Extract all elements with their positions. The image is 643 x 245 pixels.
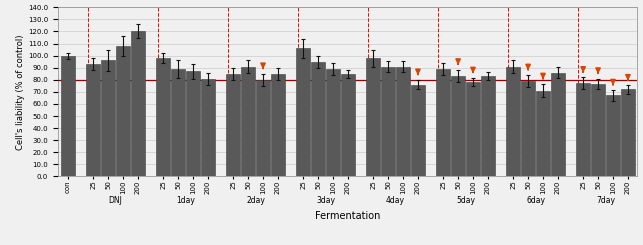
Bar xyxy=(341,74,355,176)
Bar xyxy=(116,46,131,176)
Bar xyxy=(606,96,620,176)
Bar xyxy=(481,76,495,176)
Bar xyxy=(506,67,520,176)
Bar xyxy=(101,61,115,176)
Text: 3day: 3day xyxy=(316,196,335,205)
Bar xyxy=(60,56,75,176)
Bar xyxy=(521,81,536,176)
Bar xyxy=(536,91,550,176)
Bar xyxy=(550,73,565,176)
Y-axis label: Cell's liability (% of control): Cell's liability (% of control) xyxy=(16,34,25,150)
Bar xyxy=(411,85,425,176)
Bar xyxy=(186,71,200,176)
Text: DNJ: DNJ xyxy=(109,196,123,205)
Bar xyxy=(311,62,325,176)
Bar xyxy=(381,67,395,176)
Bar xyxy=(226,74,240,176)
Text: 4day: 4day xyxy=(386,196,405,205)
Bar xyxy=(271,74,285,176)
Bar xyxy=(296,49,311,176)
Text: 2day: 2day xyxy=(246,196,265,205)
Bar xyxy=(366,58,381,176)
Bar xyxy=(86,64,100,176)
Bar xyxy=(241,67,255,176)
Bar xyxy=(466,82,480,176)
Bar xyxy=(591,84,605,176)
Text: 1day: 1day xyxy=(176,196,195,205)
Text: 7day: 7day xyxy=(596,196,615,205)
Bar xyxy=(256,80,270,176)
Text: 6day: 6day xyxy=(526,196,545,205)
Bar xyxy=(620,89,635,176)
X-axis label: Fermentation: Fermentation xyxy=(314,211,380,221)
Bar xyxy=(451,75,466,176)
Text: 5day: 5day xyxy=(456,196,475,205)
Bar xyxy=(576,83,590,176)
Bar xyxy=(436,69,450,176)
Bar xyxy=(326,69,340,176)
Bar xyxy=(396,67,410,176)
Bar xyxy=(171,69,185,176)
Bar xyxy=(131,31,145,176)
Bar xyxy=(201,79,215,176)
Bar xyxy=(156,58,170,176)
